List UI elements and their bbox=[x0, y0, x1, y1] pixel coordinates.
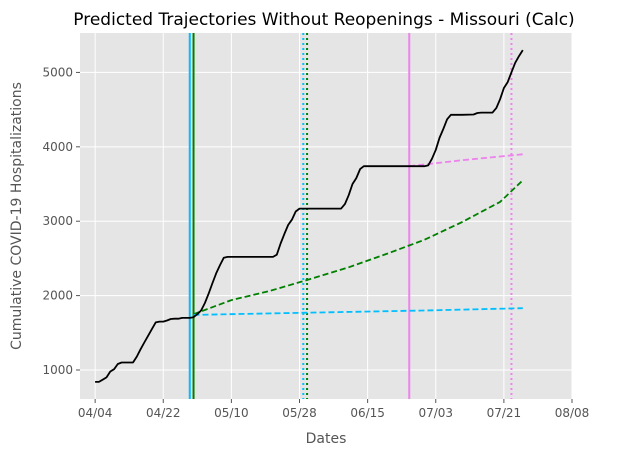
y-tick-label: 2000 bbox=[42, 289, 73, 303]
y-tick-labels: 1000 2000 3000 4000 5000 bbox=[42, 65, 80, 377]
x-tick-label: 08/08 bbox=[555, 406, 590, 420]
series-group bbox=[95, 49, 524, 383]
x-tick-label: 07/03 bbox=[418, 406, 453, 420]
vertical-lines bbox=[188, 33, 513, 399]
x-tick-labels: 04/04 04/22 05/10 05/28 06/15 07/03 07/21 08/08 bbox=[78, 399, 589, 420]
series-line-dashed bbox=[193, 179, 524, 316]
x-tick-label: 04/22 bbox=[146, 406, 181, 420]
y-tick-label: 1000 bbox=[42, 363, 73, 377]
y-axis-title: Cumulative COVID-19 Hospitalizations bbox=[9, 82, 25, 350]
x-tick-label: 05/10 bbox=[214, 406, 249, 420]
grid bbox=[80, 33, 573, 399]
x-tick-label: 04/04 bbox=[78, 406, 113, 420]
y-tick-label: 3000 bbox=[42, 214, 73, 228]
series-line-solid bbox=[95, 49, 524, 383]
series-line-dashed bbox=[193, 307, 523, 316]
plot-background bbox=[80, 33, 572, 399]
x-tick-label: 07/21 bbox=[487, 406, 522, 420]
series-line-dashed bbox=[409, 153, 523, 168]
y-tick-label: 4000 bbox=[42, 140, 73, 154]
chart-title: Predicted Trajectories Without Reopening… bbox=[73, 10, 574, 30]
x-tick-label: 06/15 bbox=[350, 406, 385, 420]
x-axis-title: Dates bbox=[306, 431, 347, 447]
x-tick-label: 05/28 bbox=[282, 406, 317, 420]
y-tick-label: 5000 bbox=[42, 65, 73, 79]
